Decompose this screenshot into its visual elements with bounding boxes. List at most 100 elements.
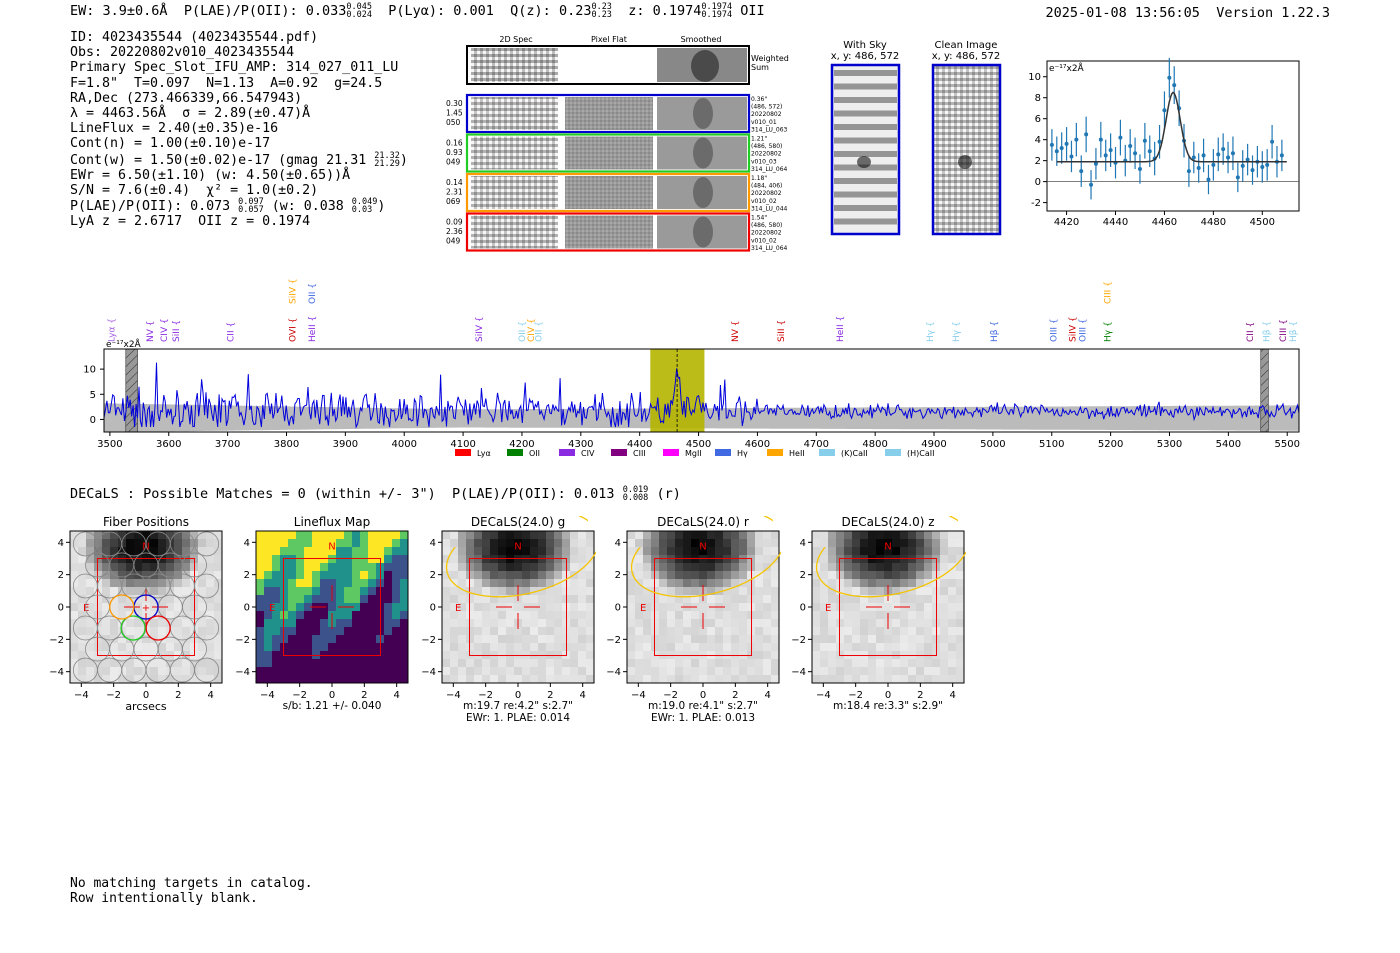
fit-data-point <box>1265 149 1270 181</box>
col-2d-spec: 2D Spec <box>499 35 532 44</box>
aperture-box <box>282 557 382 657</box>
panel-xtick-label: −4 <box>74 690 89 701</box>
fit-data-point <box>1118 119 1123 156</box>
fiber-info: v010_01 <box>751 119 777 126</box>
plae-w-end: ) <box>377 199 386 215</box>
panel-ytick-label: 4 <box>244 538 250 549</box>
fiber-info: 314_LU_064 <box>751 166 788 173</box>
fiber-weight: 0.93 <box>446 148 463 157</box>
fiber-2d-cutout <box>471 97 558 130</box>
spectrum-xtick-label: 4200 <box>509 439 534 450</box>
panel-xtick-label: 4 <box>579 690 585 701</box>
info-contn: Cont(n) = 1.00(±0.10)e-17 <box>70 136 271 152</box>
panel-image <box>70 531 222 683</box>
line-label: OII { <box>534 321 544 342</box>
fiber-circle <box>85 552 110 578</box>
fit-data-point <box>1216 137 1221 172</box>
fiber-circle <box>194 615 220 641</box>
panel-decals_r: DECaLS(24.0) r −4 −2 0 2 4 4 2 0 −2 −4 N Em:19.0 re:… <box>606 514 785 724</box>
z-lower: 0.1974 <box>701 10 733 20</box>
selected-fiber-circle <box>145 615 171 641</box>
fit-data-point <box>1049 129 1054 161</box>
fiber-info: 0.36" <box>751 96 767 103</box>
panel-xtick-label: −4 <box>631 690 646 701</box>
panel-ytick-label: 2 <box>430 570 436 581</box>
ew-summary: EW: 3.9±0.6Å <box>70 3 168 19</box>
emission-line-labels: Lyα {NV {CIV {SiII {CII {SiIV {OVI {OII … <box>108 278 1299 342</box>
fiber-smooth-cutout <box>657 97 747 130</box>
line-label: OIII { <box>1050 318 1060 342</box>
spectrum-axes-frame <box>103 348 1300 433</box>
line-label: HeII { <box>836 316 846 342</box>
fit-xtick-label: 4460 <box>1152 217 1177 228</box>
panel-ytick-label: −2 <box>606 635 621 646</box>
fit-data-point <box>1152 141 1157 176</box>
panel-ytick-label: −4 <box>421 667 436 678</box>
fiber-circle <box>133 552 159 578</box>
panel-ytick-label: 2 <box>58 570 64 581</box>
spectrum-xtick-label: 4600 <box>745 439 770 450</box>
info-obs: Obs: 20220802v010_4023435544 <box>70 45 295 61</box>
fiber-weight: 0.14 <box>446 178 463 187</box>
north-label: N <box>142 542 149 553</box>
spectrum-line <box>103 362 1300 429</box>
image-panels: Fiber Positions −4 −2 0 2 4 4 2 0 −2 −4 N E + arcsecs L… <box>49 514 970 724</box>
fiber-info: v010_03 <box>751 158 777 165</box>
legend-label: MgII <box>685 449 702 458</box>
fiber-circle <box>97 657 123 683</box>
fiber-circle <box>121 573 147 599</box>
weighted-2d-cutout <box>471 48 558 82</box>
legend-swatch <box>819 449 835 456</box>
line-label: Lyα { <box>108 318 118 342</box>
line-label: Hβ { <box>1289 321 1299 342</box>
panel-xtick-label: 2 <box>917 690 923 701</box>
fit-data-point <box>1162 91 1167 130</box>
spectrum-xtick-label: 4700 <box>804 439 829 450</box>
fiber-circle <box>72 615 98 641</box>
aperture-box <box>468 557 568 657</box>
spectrum-ytick-label: 10 <box>83 365 96 376</box>
fiber-circle <box>85 636 110 662</box>
line-label: OII { <box>518 321 528 342</box>
info-lineflux: LineFlux = 2.40(±0.35)e-16 <box>70 121 279 137</box>
clean-image-title: Clean Image <box>935 40 998 51</box>
masked-region <box>1260 348 1269 433</box>
fiber-info: (484, 406) <box>751 183 782 190</box>
panel-xtick-label: 4 <box>949 690 955 701</box>
fiber-info: 1.54" <box>751 215 767 222</box>
line-label: SiII { <box>777 320 787 342</box>
fiber-circle <box>194 531 220 557</box>
fit-xtick-label: 4500 <box>1250 217 1275 228</box>
legend-item: HeII <box>767 449 805 458</box>
fiber-info: (486, 572) <box>751 104 782 111</box>
line-label: CIII { <box>1279 319 1289 342</box>
panel-caption: m:19.7 re:4.2" s:2.7" <box>463 700 573 712</box>
line-label: OII { <box>308 283 318 304</box>
panel-frame <box>441 530 595 684</box>
fit-data-point <box>1279 139 1284 172</box>
fiber-circle <box>97 531 123 557</box>
qz-lower: 0.23 <box>591 10 612 20</box>
panel-frame <box>69 530 223 684</box>
fit-xtick-label: 4440 <box>1103 217 1128 228</box>
fit-data-point <box>1157 124 1162 159</box>
legend-item: Lyα <box>455 449 491 458</box>
line-label: CII { <box>227 322 237 342</box>
line-label: NV { <box>731 321 741 342</box>
info-plae: P(LAE)/P(OII): 0.073 0.097 0.057 (w: 0.03… <box>70 198 408 216</box>
aperture-box <box>838 557 938 657</box>
legend-label: CIII <box>633 449 646 458</box>
spectrum-xtick-label: 4400 <box>627 439 652 450</box>
info-lambda: λ = 4463.56Å σ = 2.89(±0.47)Å <box>70 106 311 122</box>
fit-data-point <box>1093 148 1098 180</box>
detection-info: ID: 4023435544 (4023435544.pdf) Obs: 202… <box>70 30 408 230</box>
plae-info-lower: 0.057 <box>238 205 264 216</box>
gaussian-fit-curve <box>1056 91 1287 163</box>
fiber-circle <box>72 573 98 599</box>
fiber-flat-cutout <box>565 136 653 170</box>
fiber-info: 20220802 <box>751 151 782 158</box>
legend-swatch <box>455 449 471 456</box>
info-contw: Cont(w) = 1.50(±0.02)e-17 (gmag 21.31 21… <box>70 151 408 168</box>
